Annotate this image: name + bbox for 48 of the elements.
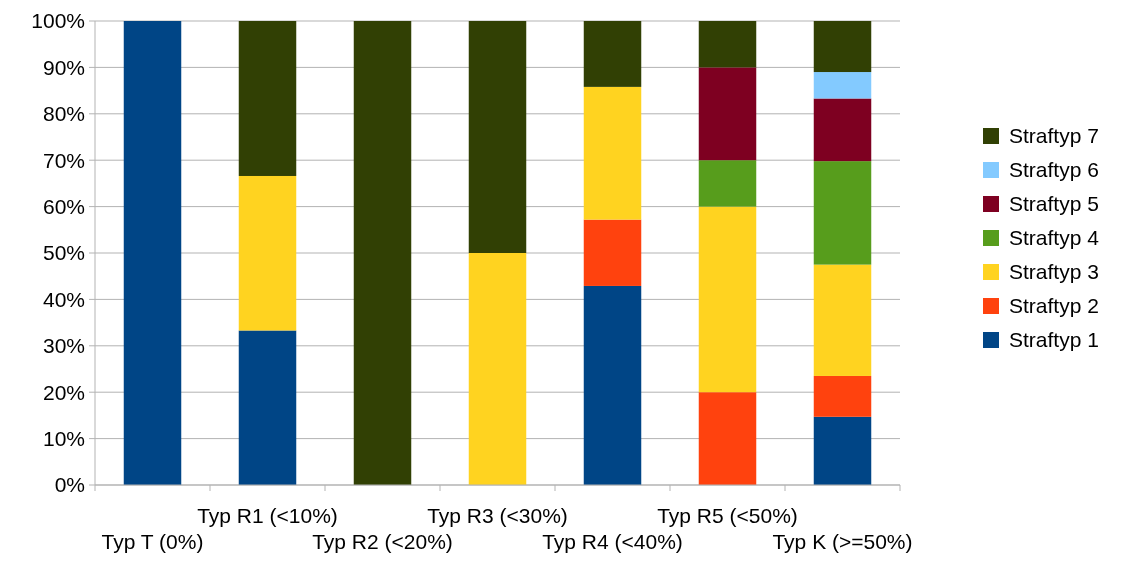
bar bbox=[353, 21, 412, 485]
y-tick-label: 100% bbox=[31, 9, 85, 33]
bar bbox=[813, 161, 872, 265]
bar bbox=[583, 219, 642, 286]
bar bbox=[813, 72, 872, 99]
y-tick-label: 90% bbox=[42, 55, 85, 79]
y-tick-label: 60% bbox=[42, 194, 85, 218]
y-tick-label: 50% bbox=[42, 241, 85, 265]
bar bbox=[813, 98, 872, 162]
bar bbox=[468, 253, 527, 485]
bar bbox=[698, 21, 757, 68]
bar bbox=[583, 86, 642, 220]
x-tick-label: Typ R5 (<50%) bbox=[657, 504, 798, 527]
bar bbox=[238, 330, 297, 485]
bar bbox=[698, 206, 757, 393]
bar bbox=[238, 175, 297, 331]
bar bbox=[238, 21, 297, 176]
bar bbox=[813, 264, 872, 376]
y-tick-label: 30% bbox=[42, 334, 85, 358]
x-tick-label: Typ R4 (<40%) bbox=[542, 530, 683, 553]
y-tick-label: 10% bbox=[42, 426, 85, 450]
bar bbox=[813, 21, 872, 73]
legend-label: Straftyp 3 bbox=[1009, 260, 1099, 284]
legend-label: Straftyp 6 bbox=[1009, 158, 1099, 182]
x-tick-label: Typ R2 (<20%) bbox=[312, 530, 453, 553]
x-tick-label: Typ R1 (<10%) bbox=[197, 504, 338, 527]
bar bbox=[698, 160, 757, 207]
legend-label: Straftyp 4 bbox=[1009, 226, 1100, 250]
legend-label: Straftyp 7 bbox=[1009, 124, 1099, 148]
legend-label: Straftyp 1 bbox=[1009, 328, 1099, 352]
x-tick-label: Typ T (0%) bbox=[101, 530, 204, 553]
bar bbox=[813, 375, 872, 417]
bar bbox=[698, 67, 757, 161]
legend-label: Straftyp 5 bbox=[1009, 192, 1099, 216]
x-tick-label: Typ R3 (<30%) bbox=[427, 504, 568, 527]
bar bbox=[583, 21, 642, 87]
y-tick-label: 20% bbox=[42, 380, 85, 404]
bar bbox=[583, 285, 642, 485]
bar bbox=[123, 21, 182, 485]
x-tick-label: Typ K (>=50%) bbox=[772, 530, 913, 553]
y-tick-label: 0% bbox=[54, 473, 85, 497]
bar bbox=[813, 416, 872, 485]
y-tick-label: 70% bbox=[42, 148, 85, 172]
bar bbox=[468, 21, 527, 253]
y-tick-label: 40% bbox=[42, 287, 85, 311]
legend-label: Straftyp 2 bbox=[1009, 294, 1099, 318]
y-tick-label: 80% bbox=[42, 102, 85, 126]
bar bbox=[698, 392, 757, 485]
